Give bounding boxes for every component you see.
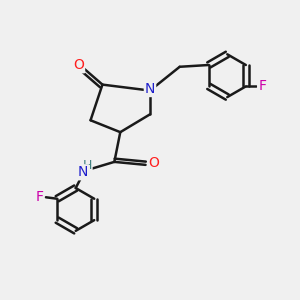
Text: N: N (78, 165, 88, 179)
Text: O: O (73, 58, 84, 72)
Text: F: F (35, 190, 43, 204)
Text: O: O (148, 156, 159, 170)
Text: H: H (82, 159, 92, 172)
Text: F: F (258, 80, 266, 93)
Text: N: N (145, 82, 155, 96)
